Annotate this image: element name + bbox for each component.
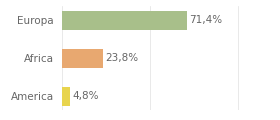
Text: 23,8%: 23,8%	[106, 53, 139, 63]
Bar	[62, 49, 104, 68]
Bar	[62, 11, 187, 30]
Text: 4,8%: 4,8%	[72, 91, 99, 101]
Bar	[62, 87, 70, 106]
Text: 71,4%: 71,4%	[189, 15, 223, 25]
